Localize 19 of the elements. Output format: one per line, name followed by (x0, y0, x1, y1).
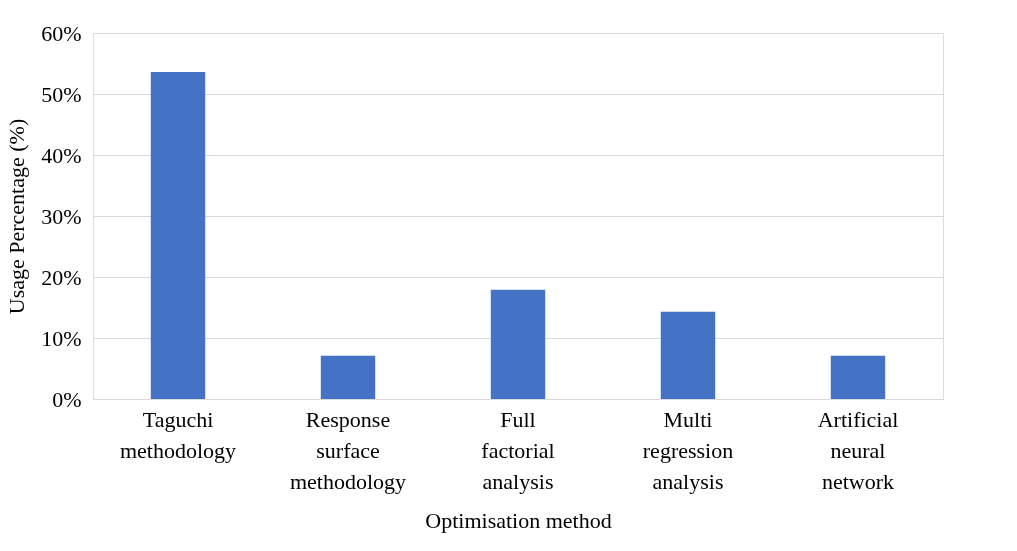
x-tick-label: Full factorial analysis (481, 406, 555, 494)
bar (150, 72, 206, 399)
y-tick-label: 60% (41, 20, 82, 46)
bar (660, 311, 716, 399)
y-tick-label: 20% (41, 264, 82, 290)
y-tick-label: 30% (41, 203, 82, 229)
bar (490, 289, 546, 399)
x-axis-title: Optimisation method (425, 507, 612, 533)
x-tick-label: Response surface methodology (289, 406, 407, 494)
x-tick-label: Taguchi methodology (119, 406, 237, 463)
x-tick-label: Artificial neural network (817, 406, 899, 494)
bar (830, 355, 886, 399)
y-tick-label: 0% (52, 386, 82, 412)
y-tick-label: 40% (41, 142, 82, 168)
y-tick-label: 50% (41, 81, 82, 107)
x-tick-label: Multi regression analysis (642, 406, 734, 494)
y-axis-title: Usage Percentage (%) (4, 118, 30, 315)
bar (320, 355, 376, 399)
y-tick-label: 10% (41, 325, 82, 351)
